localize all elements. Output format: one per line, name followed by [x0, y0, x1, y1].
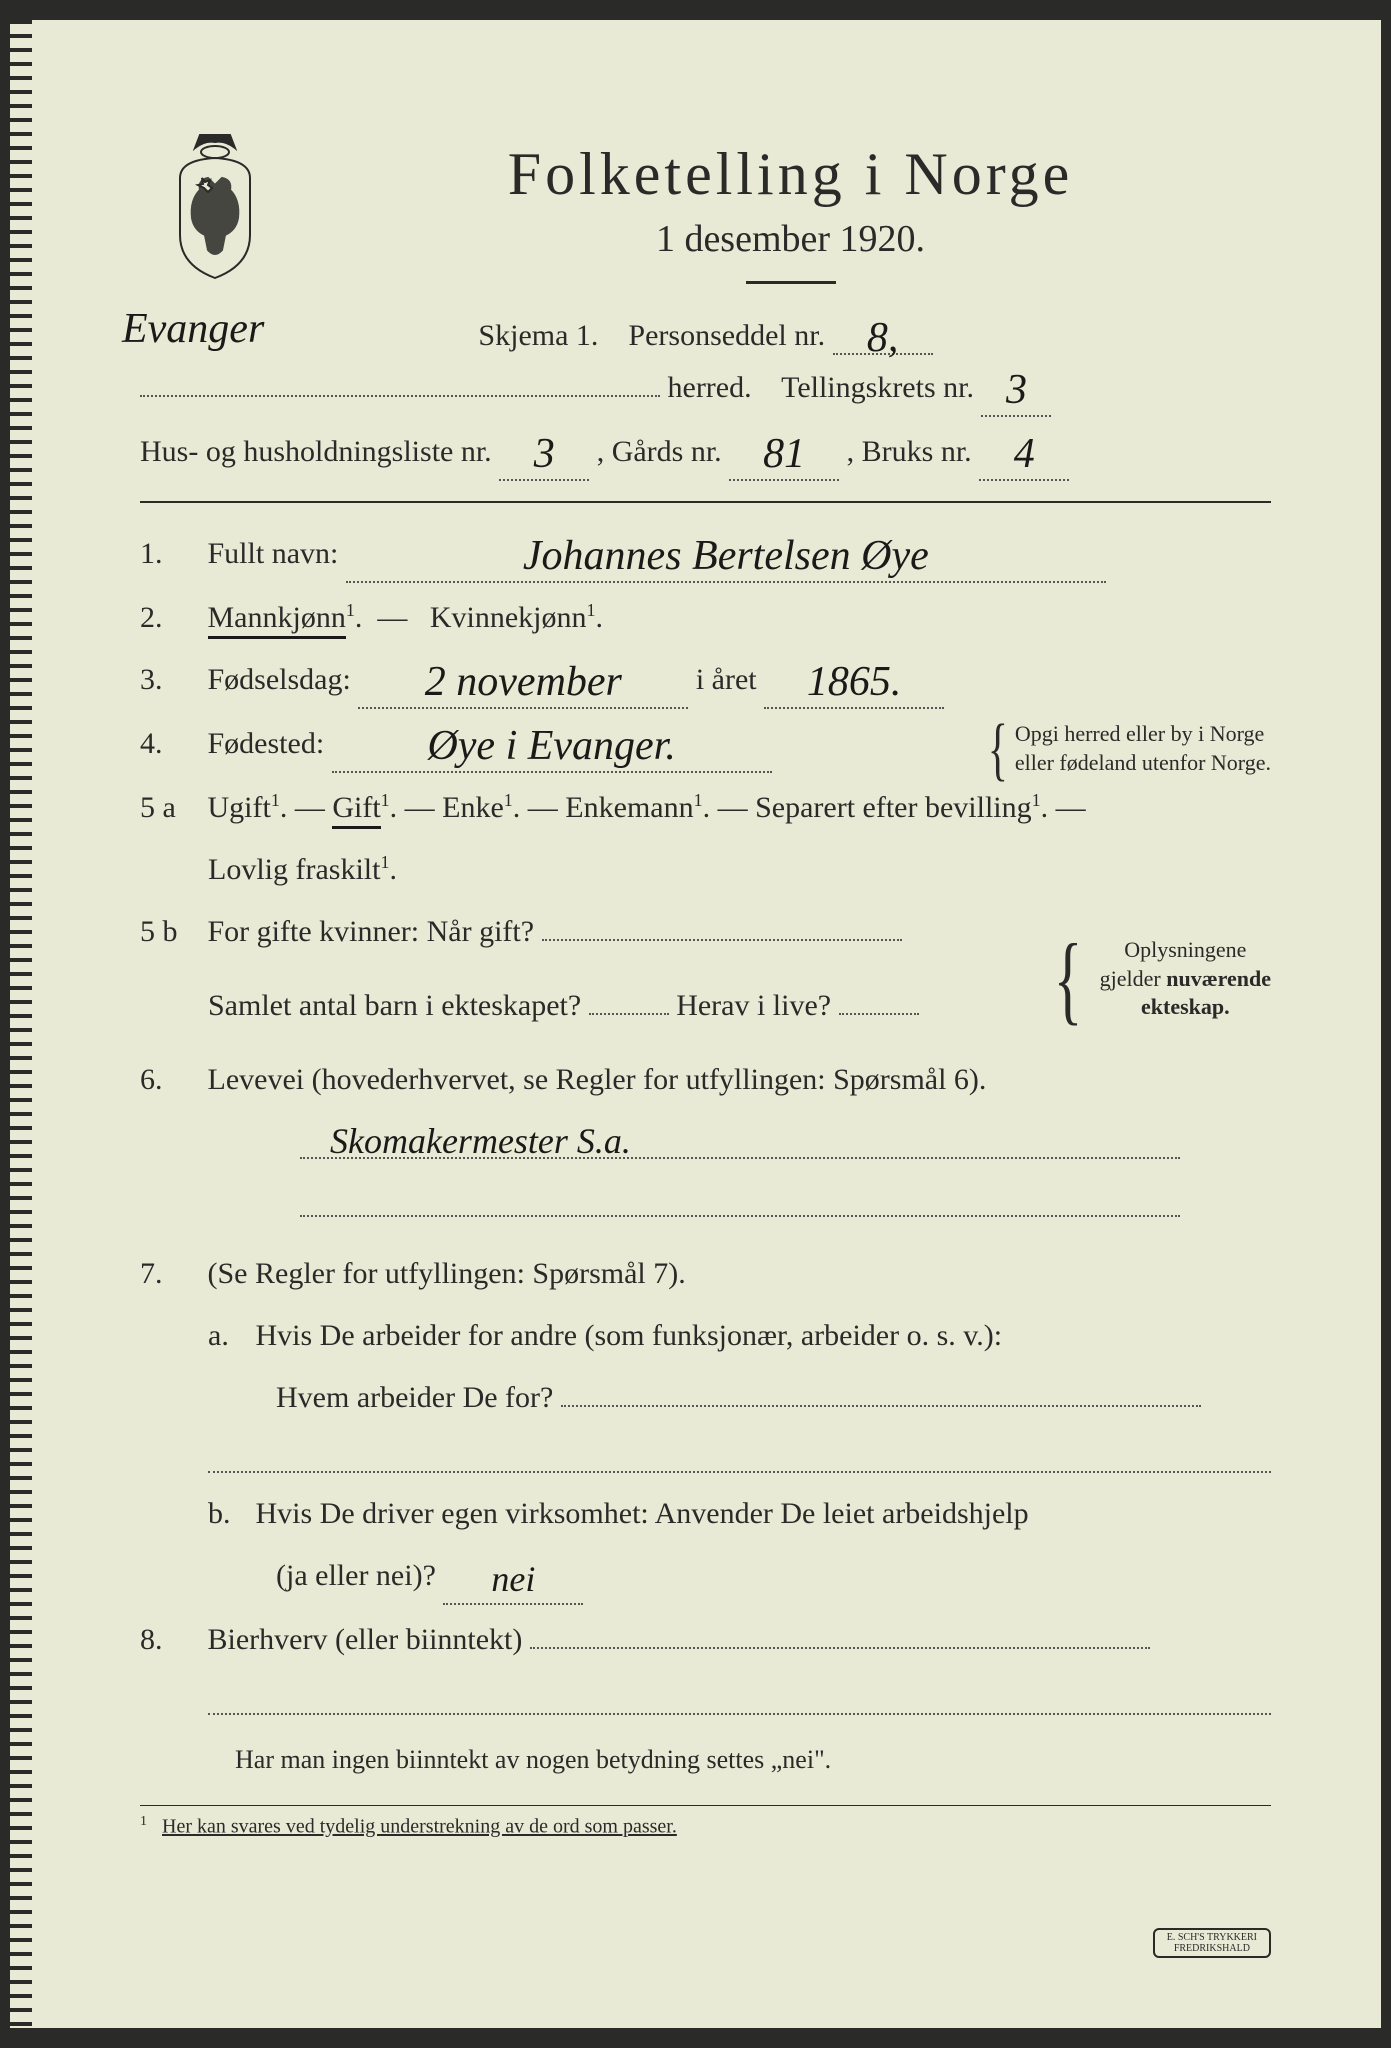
- tellingskrets-value: 3: [1006, 367, 1027, 413]
- q6-label: Levevei (hovederhvervet, se Regler for u…: [208, 1063, 987, 1096]
- q8-num: 8.: [140, 1613, 200, 1667]
- q8-row: 8. Bierhverv (eller biinntekt): [140, 1613, 1271, 1667]
- q7-num: 7.: [140, 1247, 200, 1301]
- personseddel-label: Personseddel nr.: [628, 319, 825, 352]
- q5a-fraskilt: Lovlig fraskilt: [208, 853, 380, 886]
- footnote-sup: 1: [140, 1814, 147, 1829]
- q5a-num: 5 a: [140, 781, 200, 835]
- q8-label: Bierhverv (eller biinntekt): [208, 1623, 523, 1656]
- q7-row: 7. (Se Regler for utfyllingen: Spørsmål …: [140, 1247, 1271, 1301]
- q6-value: Skomakermester S.a.: [300, 1121, 631, 1161]
- q5a-enke: Enke: [442, 791, 504, 824]
- q1-label: Fullt navn:: [208, 537, 339, 570]
- printer-stamp: E. SCH'S TRYKKERI FREDRIKSHALD: [1153, 1928, 1271, 1958]
- q3-i-aret: i året: [696, 663, 757, 696]
- q7b-line1: Hvis De driver egen virksomhet: Anvender…: [256, 1497, 1029, 1530]
- hus-value: 3: [534, 431, 555, 477]
- footnote: 1 Her kan svares ved tydelig understrekn…: [140, 1805, 1271, 1839]
- q5b-note3: ekteskap.: [1100, 993, 1271, 1022]
- q5b-note2: gjelder nuværende: [1100, 965, 1271, 994]
- q5a-enkemann: Enkemann: [565, 791, 693, 824]
- q5a-gift: Gift: [332, 791, 380, 829]
- q5a-row1: 5 a Ugift1. — Gift1. — Enke1. — Enkemann…: [140, 781, 1271, 835]
- bruks-label: , Bruks nr.: [847, 435, 972, 468]
- perforation-edge: [10, 20, 32, 2028]
- q5a-separert: Separert efter bevilling: [755, 791, 1032, 824]
- q7-label: (Se Regler for utfyllingen: Spørsmål 7).: [208, 1257, 686, 1290]
- title-rule: [746, 281, 836, 284]
- main-title: Folketelling i Norge: [310, 140, 1271, 209]
- skjema-line: Skjema 1. Personseddel nr. 8,: [140, 314, 1271, 355]
- q8-note: Har man ingen biinntekt av nogen betydni…: [235, 1745, 1271, 1775]
- q7b-row2: (ja eller nei)? nei: [140, 1549, 1271, 1605]
- q5b-sidenote: Oplysningene gjelder nuværende ekteskap.: [1100, 936, 1271, 1022]
- q3-year: 1865.: [807, 659, 902, 705]
- q4-row: 4. Fødested: Øye i Evanger. { Opgi herre…: [140, 717, 1271, 781]
- q4-value: Øye i Evanger.: [427, 723, 675, 769]
- q3-label: Fødselsdag:: [208, 663, 351, 696]
- brace-icon: {: [988, 732, 1008, 767]
- q1-value: Johannes Bertelsen Øye: [523, 533, 929, 579]
- q5a-ugift: Ugift: [208, 791, 271, 824]
- q2-kvinne: Kvinnekjønn: [430, 601, 587, 634]
- q7a-num: a.: [208, 1309, 248, 1363]
- q5b-line1a: For gifte kvinner: Når gift?: [208, 915, 535, 948]
- q5a-row2: Lovlig fraskilt1.: [140, 843, 1271, 897]
- q3-num: 3.: [140, 653, 200, 707]
- q5b-row: 5 b For gifte kvinner: Når gift? Samlet …: [140, 905, 1271, 1053]
- herred-label: herred.: [668, 371, 752, 404]
- q4-note2: eller fødeland utenfor Norge.: [1015, 749, 1271, 778]
- hus-row: Hus- og husholdningsliste nr. 3 , Gårds …: [140, 425, 1271, 481]
- q5b-line2b: Herav i live?: [676, 989, 831, 1022]
- q6-row: 6. Levevei (hovederhvervet, se Regler fo…: [140, 1053, 1271, 1107]
- q1-num: 1.: [140, 527, 200, 581]
- q6-value-line: Skomakermester S.a.: [300, 1115, 1180, 1159]
- form-header: Folketelling i Norge 1 desember 1920.: [160, 130, 1271, 304]
- q4-label: Fødested:: [208, 727, 325, 760]
- q4-note1: Opgi herred eller by i Norge: [1015, 720, 1271, 749]
- q4-num: 4.: [140, 717, 200, 771]
- skjema-label: Skjema 1.: [478, 319, 598, 352]
- q7a-line2: Hvem arbeider De for?: [276, 1381, 553, 1414]
- brace-icon: {: [1053, 954, 1082, 1004]
- herred-name: Evanger: [122, 311, 264, 349]
- q2-num: 2.: [140, 591, 200, 645]
- stamp-line2: FREDRIKSHALD: [1167, 1943, 1257, 1954]
- q7b-line2: (ja eller nei)?: [276, 1559, 436, 1592]
- bruks-value: 4: [1014, 431, 1035, 477]
- gards-value: 81: [763, 431, 805, 477]
- q7b-num: b.: [208, 1487, 248, 1541]
- q6-num: 6.: [140, 1053, 200, 1107]
- personseddel-value: 8,: [867, 315, 899, 361]
- q5b-line2a: Samlet antal barn i ekteskapet?: [208, 989, 581, 1022]
- q5b-num: 5 b: [140, 905, 200, 959]
- q7a-row2: Hvem arbeider De for?: [140, 1371, 1271, 1425]
- q7a-row1: a. Hvis De arbeider for andre (som funks…: [140, 1309, 1271, 1363]
- title-block: Folketelling i Norge 1 desember 1920.: [310, 130, 1271, 304]
- census-form-page: Folketelling i Norge 1 desember 1920. Sk…: [10, 20, 1381, 2028]
- q4-sidenote: Opgi herred eller by i Norge eller fødel…: [1015, 720, 1271, 777]
- gards-label: , Gårds nr.: [597, 435, 722, 468]
- q3-day: 2 november: [425, 659, 622, 705]
- q7b-row1: b. Hvis De driver egen virksomhet: Anven…: [140, 1487, 1271, 1541]
- q5b-note1: Oplysningene: [1100, 936, 1271, 965]
- q2-row: 2. Mannkjønn1. — Kvinnekjønn1.: [140, 591, 1271, 645]
- q6-blank-line: [300, 1173, 1180, 1217]
- footnote-text: Her kan svares ved tydelig understreknin…: [162, 1816, 677, 1838]
- q2-mann: Mannkjønn: [208, 601, 346, 639]
- q8-blank-line: [208, 1675, 1271, 1715]
- q7b-value: nei: [491, 1559, 535, 1599]
- q3-row: 3. Fødselsdag: 2 november i året 1865.: [140, 653, 1271, 709]
- q7a-blank-line: [208, 1433, 1271, 1473]
- q1-row: 1. Fullt navn: Johannes Bertelsen Øye: [140, 527, 1271, 583]
- q7a-line1: Hvis De arbeider for andre (som funksjon…: [256, 1319, 1003, 1352]
- coat-of-arms-icon: [160, 130, 270, 280]
- sub-title: 1 desember 1920.: [310, 217, 1271, 261]
- stamp-line1: E. SCH'S TRYKKERI: [1167, 1932, 1257, 1943]
- herred-row: Evanger herred. Tellingskrets nr. 3: [140, 361, 1271, 417]
- hus-label: Hus- og husholdningsliste nr.: [140, 435, 492, 468]
- divider-header: [140, 501, 1271, 503]
- tellingskrets-label: Tellingskrets nr.: [781, 371, 974, 404]
